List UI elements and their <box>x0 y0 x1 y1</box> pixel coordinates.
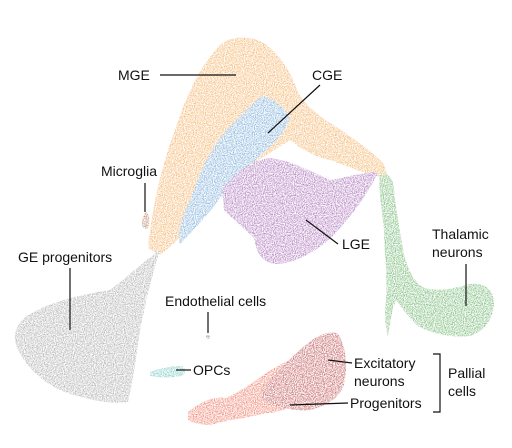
label-excitatory-1: Excitatory <box>354 355 415 371</box>
label-mge: MGE <box>118 67 150 83</box>
cluster-thalamic-neurons <box>379 174 494 337</box>
label-pallial-2: cells <box>448 383 476 399</box>
label-microglia: Microglia <box>101 163 157 179</box>
cluster-excitatory-neurons <box>262 332 346 411</box>
leader-lge <box>305 219 339 245</box>
label-ge-progenitors: GE progenitors <box>18 249 112 265</box>
cluster-cge <box>178 96 290 244</box>
leader-progenitors <box>289 402 349 406</box>
cluster-ge-progenitors <box>14 250 161 403</box>
cluster-endothelial-cells <box>206 335 210 339</box>
bracket-pallial <box>433 353 441 413</box>
cluster-opcs <box>150 366 185 378</box>
label-progenitors: Progenitors <box>350 395 422 411</box>
leader-excitatory <box>327 359 353 364</box>
annotations: MGE CGE Microglia GE progenitors LGE Tha… <box>18 67 489 413</box>
cluster-microglia <box>142 212 150 229</box>
label-cge: CGE <box>312 67 342 83</box>
label-thalamic-1: Thalamic <box>432 226 489 242</box>
label-thalamic-2: neurons <box>432 244 483 260</box>
label-endothelial: Endothelial cells <box>165 293 266 309</box>
cluster-lge <box>222 158 378 264</box>
label-excitatory-2: neurons <box>354 373 405 389</box>
label-lge: LGE <box>342 236 370 252</box>
label-opcs: OPCs <box>193 362 230 378</box>
label-pallial-1: Pallial <box>448 365 485 381</box>
leader-cge <box>267 84 321 134</box>
